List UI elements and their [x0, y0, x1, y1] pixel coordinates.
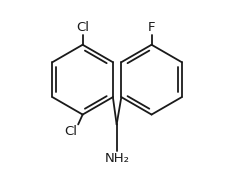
Text: F: F [147, 21, 155, 34]
Text: Cl: Cl [76, 21, 89, 34]
Text: NH₂: NH₂ [105, 152, 130, 165]
Text: Cl: Cl [64, 125, 77, 138]
